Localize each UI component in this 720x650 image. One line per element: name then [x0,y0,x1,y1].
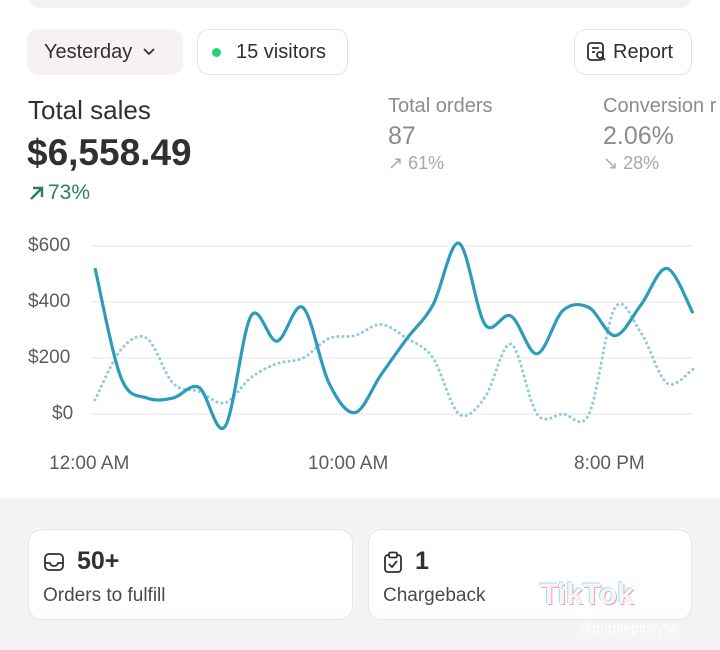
y-tick-label: $0 [52,403,74,424]
comparison-series-line [93,302,695,424]
chargeback-card[interactable]: 1 Chargeback [368,529,692,620]
conversion-metric[interactable]: Conversion r 2.06% ↘ 28% [603,95,716,174]
report-button[interactable]: Report [574,29,692,75]
total-orders-value: 87 [388,122,416,150]
y-tick-label: $600 [28,235,71,256]
chargeback-value: 1 [415,547,429,575]
total-sales-title: Total sales [28,95,151,125]
period-selector[interactable]: Yesterday [27,29,183,75]
sales-series-line [93,241,695,431]
report-label: Report [613,40,674,63]
chargeback-label: Chargeback [383,585,486,606]
conversion-title: Conversion r [603,95,717,117]
conversion-value: 2.06% [603,122,674,150]
chevron-down-icon [143,48,155,56]
watermark-handle: @purplepinky56 [578,620,680,636]
total-orders-delta: 61% [408,153,445,173]
clipboard-check-icon [384,551,402,573]
live-dot-icon [212,47,221,57]
y-tick-label: $400 [28,291,71,312]
sales-line-chart [92,241,695,431]
x-tick-label: 8:00 PM [574,453,645,474]
arrow-down-right-icon: ↘ [603,153,619,173]
orders-to-fulfill-card[interactable]: 50+ Orders to fulfill [28,529,353,620]
y-tick-label: $200 [28,347,71,368]
tiktok-watermark: TikTok [540,578,634,611]
total-orders-title: Total orders [388,95,493,117]
arrow-up-right-icon: ↗ [388,153,404,173]
previous-card [28,0,692,8]
total-sales-delta: 73% [28,181,90,205]
visitors-label: 15 visitors [236,40,327,63]
live-visitors-button[interactable]: 15 visitors [197,29,348,75]
total-orders-metric[interactable]: Total orders 87 ↗ 61% [388,95,493,174]
period-label: Yesterday [44,40,133,63]
report-search-icon [587,42,606,61]
inbox-icon [44,552,64,571]
x-tick-label: 12:00 AM [49,453,130,474]
conversion-delta: 28% [623,153,660,173]
orders-to-fulfill-label: Orders to fulfill [43,585,166,606]
total-sales-delta-value: 73% [48,181,91,204]
orders-to-fulfill-value: 50+ [77,547,120,575]
total-sales-value: $6,558.49 [27,132,192,173]
arrow-up-right-icon [30,186,44,200]
x-tick-label: 10:00 AM [308,453,389,474]
